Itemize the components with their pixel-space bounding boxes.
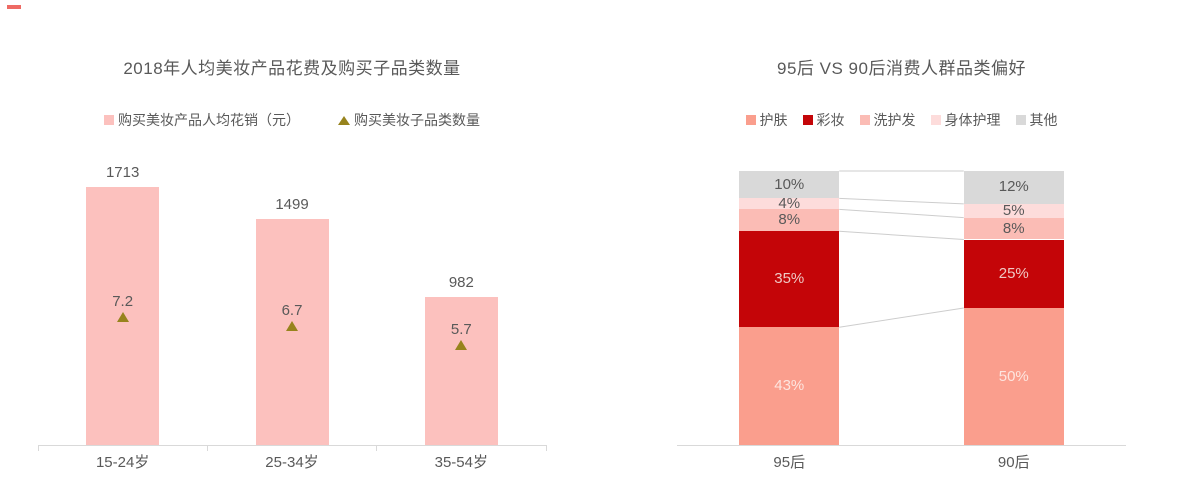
legend-label: 身体护理	[944, 112, 1001, 128]
segment-其他-90后	[963, 171, 1064, 204]
bar-value-label: 1713	[105, 164, 140, 181]
legend-label: 彩妆	[816, 112, 845, 128]
segment-value-label: 5%	[1002, 201, 1025, 219]
segment-彩妆-90后	[963, 239, 1064, 308]
square-legend-marker-icon	[745, 115, 756, 125]
left-x-axis-line	[38, 445, 546, 446]
segment-value-label: 4%	[778, 194, 801, 212]
triangle-point-35-54岁	[455, 339, 468, 350]
legend-label: 购买美妆子品类数量	[354, 112, 480, 128]
point-value-label: 7.2	[112, 292, 134, 310]
bar-25-34岁	[255, 219, 329, 445]
legend-item-subcategory-count: 购买美妆子品类数量	[338, 110, 480, 130]
legend-label: 护肤	[759, 112, 788, 128]
segment-洗护发-90后	[963, 217, 1064, 240]
legend-item-makeup: 彩妆	[802, 110, 845, 130]
left-chart-title: 2018年人均美妆产品花费及购买子品类数量	[123, 59, 461, 78]
legend-label: 洗护发	[873, 112, 916, 128]
left-x-axis-tick	[37, 445, 39, 451]
segment-value-label: 43%	[774, 377, 805, 395]
segment-洗护发-95后	[739, 209, 840, 232]
right-chart-legend: 护肤 彩妆 洗护发 身体护理 其他	[677, 110, 1126, 130]
x-axis-label-25-34岁: 25-34岁	[265, 454, 319, 471]
segment-护肤-90后	[963, 308, 1064, 445]
x-axis-label-35-54岁: 35-54岁	[434, 454, 488, 471]
segment-身体护理-95后	[739, 198, 840, 210]
right-chart-title: 95后 VS 90后消费人群品类偏好	[777, 59, 1026, 78]
left-x-axis-tick	[376, 445, 378, 451]
square-legend-marker-icon	[859, 115, 870, 125]
legend-item-spend: 购买美妆产品人均花销（元）	[104, 110, 300, 130]
segment-value-label: 8%	[778, 211, 801, 229]
bar-value-label: 1499	[275, 196, 309, 213]
point-value-label: 5.7	[450, 320, 472, 338]
segment-value-label: 25%	[998, 264, 1029, 282]
segment-value-label: 12%	[998, 178, 1029, 196]
x-axis-label-95后: 95后	[773, 454, 806, 471]
point-value-label: 6.7	[281, 302, 303, 320]
bar-35-54岁	[424, 297, 498, 445]
segment-彩妆-95后	[739, 231, 840, 328]
segment-value-label: 8%	[1002, 219, 1025, 237]
bar-value-label: 982	[448, 274, 474, 291]
legend-label: 其他	[1029, 112, 1058, 128]
left-x-axis-tick	[206, 445, 208, 451]
left-chart-legend: 购买美妆产品人均花销（元） 购买美妆子品类数量	[38, 110, 546, 130]
right-x-axis-line	[677, 445, 1126, 446]
segment-value-label: 10%	[774, 175, 805, 193]
legend-item-bodycare: 身体护理	[930, 110, 1001, 130]
page-corner-mark	[7, 5, 21, 9]
left-x-axis-tick	[545, 445, 547, 451]
legend-label: 购买美妆产品人均花销（元）	[118, 112, 300, 128]
triangle-point-15-24岁	[116, 311, 129, 322]
legend-item-skincare: 护肤	[745, 110, 788, 130]
square-legend-marker-icon	[104, 115, 114, 125]
legend-item-other: 其他	[1015, 110, 1058, 130]
legend-item-haircare: 洗护发	[859, 110, 916, 130]
segment-身体护理-90后	[963, 203, 1064, 218]
segment-其他-95后	[739, 171, 840, 199]
segment-护肤-95后	[739, 327, 840, 445]
square-legend-marker-icon	[930, 115, 941, 125]
square-legend-marker-icon	[802, 115, 813, 125]
segment-value-label: 35%	[774, 270, 805, 288]
triangle-point-25-34岁	[286, 321, 298, 332]
segment-value-label: 50%	[998, 367, 1029, 385]
square-legend-marker-icon	[1015, 115, 1026, 125]
x-axis-label-90后: 90后	[997, 454, 1030, 471]
triangle-legend-marker-icon	[338, 115, 350, 125]
x-axis-label-15-24岁: 15-24岁	[95, 454, 150, 471]
